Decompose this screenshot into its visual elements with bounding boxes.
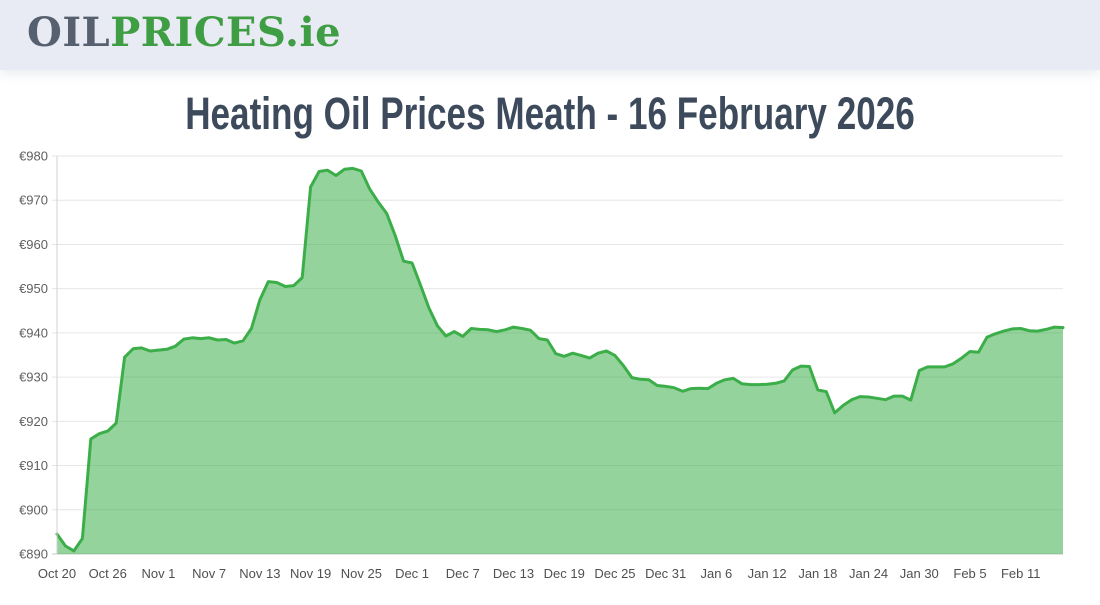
y-axis-label: €960 [19,237,48,252]
x-axis-label: Nov 1 [141,566,175,581]
x-axis-label: Dec 31 [645,566,686,581]
x-axis-label: Jan 18 [798,566,837,581]
y-axis-label: €920 [19,414,48,429]
y-axis-label: €980 [19,149,48,164]
x-axis-label: Dec 25 [594,566,635,581]
logo-oil: OIL [27,9,111,56]
x-axis-label: Dec 19 [544,566,585,581]
site-logo[interactable]: OILPRICES.ie [27,9,341,56]
x-axis-label: Nov 13 [239,566,280,581]
site-header: OILPRICES.ie [0,0,1100,70]
price-area-series[interactable] [57,168,1063,554]
x-axis-label: Feb 5 [953,566,986,581]
price-line-series[interactable] [55,166,1065,553]
x-axis-label: Nov 25 [341,566,382,581]
x-axis-label: Jan 12 [748,566,787,581]
price-chart: €890 €900 €910 €920 €930 €940 €950 €960 €970 €980… [0,140,1100,600]
x-axis-label: Jan 24 [849,566,888,581]
y-axis-label: €900 [19,502,48,517]
y-axis-label: €930 [19,370,48,385]
x-axis-label: Dec 7 [446,566,480,581]
x-axis-label: Nov 7 [192,566,226,581]
y-axis-label: €910 [19,458,48,473]
logo-prices: PRICES [110,9,286,56]
y-axis-label: €890 [19,547,48,562]
x-axis-label: Dec 13 [493,566,534,581]
x-axis-label: Oct 26 [89,566,127,581]
y-axis-label: €950 [19,281,48,296]
x-axis-label: Nov 19 [290,566,331,581]
page-title: Heating Oil Prices Meath - 16 February 2… [185,88,915,139]
x-axis-label: Dec 1 [395,566,429,581]
x-axis-label: Feb 11 [1001,566,1041,581]
y-axis-label: €940 [19,325,48,340]
logo-tld: .ie [285,9,342,56]
x-axis-label: Jan 6 [700,566,732,581]
chart-canvas: €890 €900 €910 €920 €930 €940 €950 €960 €970 €980… [19,149,1065,581]
y-axis-label: €970 [19,193,48,208]
x-axis-label: Jan 30 [900,566,939,581]
x-axis-label: Oct 20 [38,566,76,581]
